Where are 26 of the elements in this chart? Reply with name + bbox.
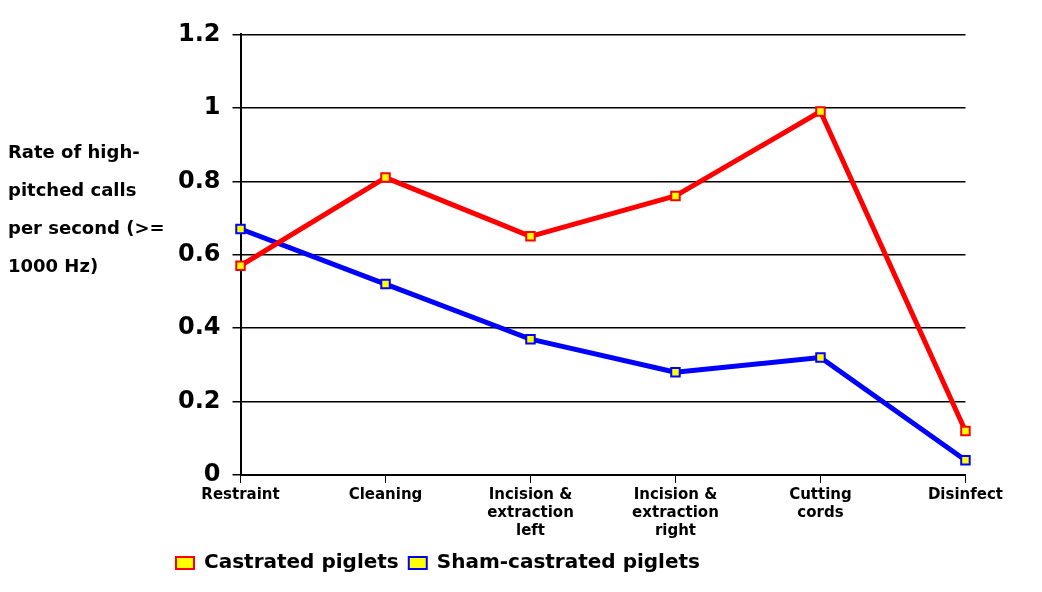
point — [235, 223, 246, 235]
point — [235, 260, 246, 271]
y-tick-label: 0.8 — [178, 165, 221, 194]
legend-label: Castrated piglets — [204, 549, 399, 574]
point — [380, 278, 391, 290]
y-tick-label: 0.2 — [178, 385, 221, 414]
x-tick-label: Cleaning — [348, 484, 423, 503]
x-tick-label: Incision & extraction right — [632, 484, 719, 539]
x-tick-label: Cutting cords — [789, 484, 852, 521]
point — [380, 172, 391, 183]
point — [960, 425, 971, 437]
x-tick-label: Disinfect — [927, 484, 1003, 503]
point — [525, 231, 536, 242]
point — [670, 190, 681, 202]
legend-label: Sham-castrated piglets — [436, 549, 701, 574]
point — [670, 366, 681, 378]
y-tick-label: 0.4 — [178, 312, 221, 341]
y-tick-label: 1 — [203, 92, 221, 121]
x-tick-label: Incision & extraction left — [487, 484, 574, 539]
y-tick-label: 0.6 — [178, 238, 221, 267]
point — [815, 352, 826, 363]
y-tick-label: 1.2 — [178, 18, 221, 47]
point — [815, 106, 826, 117]
y-axis-title: Rate of high-pitched calls per second (>= 1000 Hz) — [8, 140, 166, 278]
point — [525, 333, 536, 345]
point — [960, 455, 971, 466]
